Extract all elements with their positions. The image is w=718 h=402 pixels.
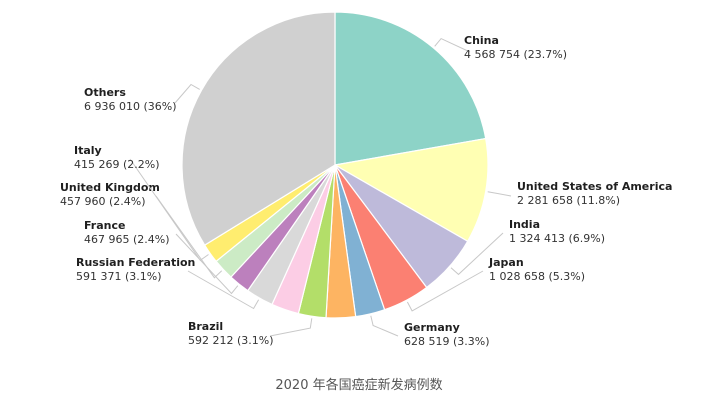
slice-label-name: Others [84, 86, 126, 99]
slice-label-value: 457 960 (2.4%) [60, 195, 146, 208]
chart-caption: 2020 年各国癌症新发病例数 [275, 378, 443, 393]
slice-label-name: France [84, 219, 125, 232]
slice-label-name: United Kingdom [60, 181, 160, 194]
pie-slice-china [334, 11, 487, 166]
leader-line [269, 318, 313, 337]
slice-label-value: 1 324 413 (6.9%) [509, 232, 605, 245]
leader-line [174, 83, 200, 104]
leader-line [370, 315, 399, 337]
leader-line [175, 233, 239, 295]
leader-line [487, 191, 512, 197]
slice-label-value: 592 212 (3.1%) [188, 334, 274, 347]
slice-label-value: 1 028 658 (5.3%) [489, 270, 585, 283]
leader-line [450, 232, 504, 276]
slice-label-name: Germany [404, 321, 460, 334]
leader-line [406, 270, 484, 312]
slice-label-name: Italy [74, 144, 102, 157]
pie-slice-others [181, 11, 336, 246]
leader-line [129, 158, 209, 261]
pie-slice-united-states-of-america [333, 137, 489, 243]
leader-line [155, 195, 223, 279]
slice-label-name: India [509, 218, 540, 231]
slice-label-value: 415 269 (2.2%) [74, 158, 160, 171]
slice-label-value: 2 281 658 (11.8%) [517, 194, 620, 207]
slice-label-name: China [464, 34, 499, 47]
slice-label-value: 6 936 010 (36%) [84, 100, 177, 113]
slice-label-name: Japan [488, 256, 524, 269]
slice-label-value: 591 371 (3.1%) [76, 270, 162, 283]
slice-label-name: Russian Federation [76, 256, 195, 269]
leader-line [187, 270, 260, 310]
slice-label-name: United States of America [517, 180, 672, 193]
slice-label-value: 4 568 754 (23.7%) [464, 48, 567, 61]
slice-label-name: Brazil [188, 320, 223, 333]
leader-line [434, 37, 471, 53]
slice-label-value: 628 519 (3.3%) [404, 335, 490, 348]
slice-label-value: 467 965 (2.4%) [84, 233, 170, 246]
